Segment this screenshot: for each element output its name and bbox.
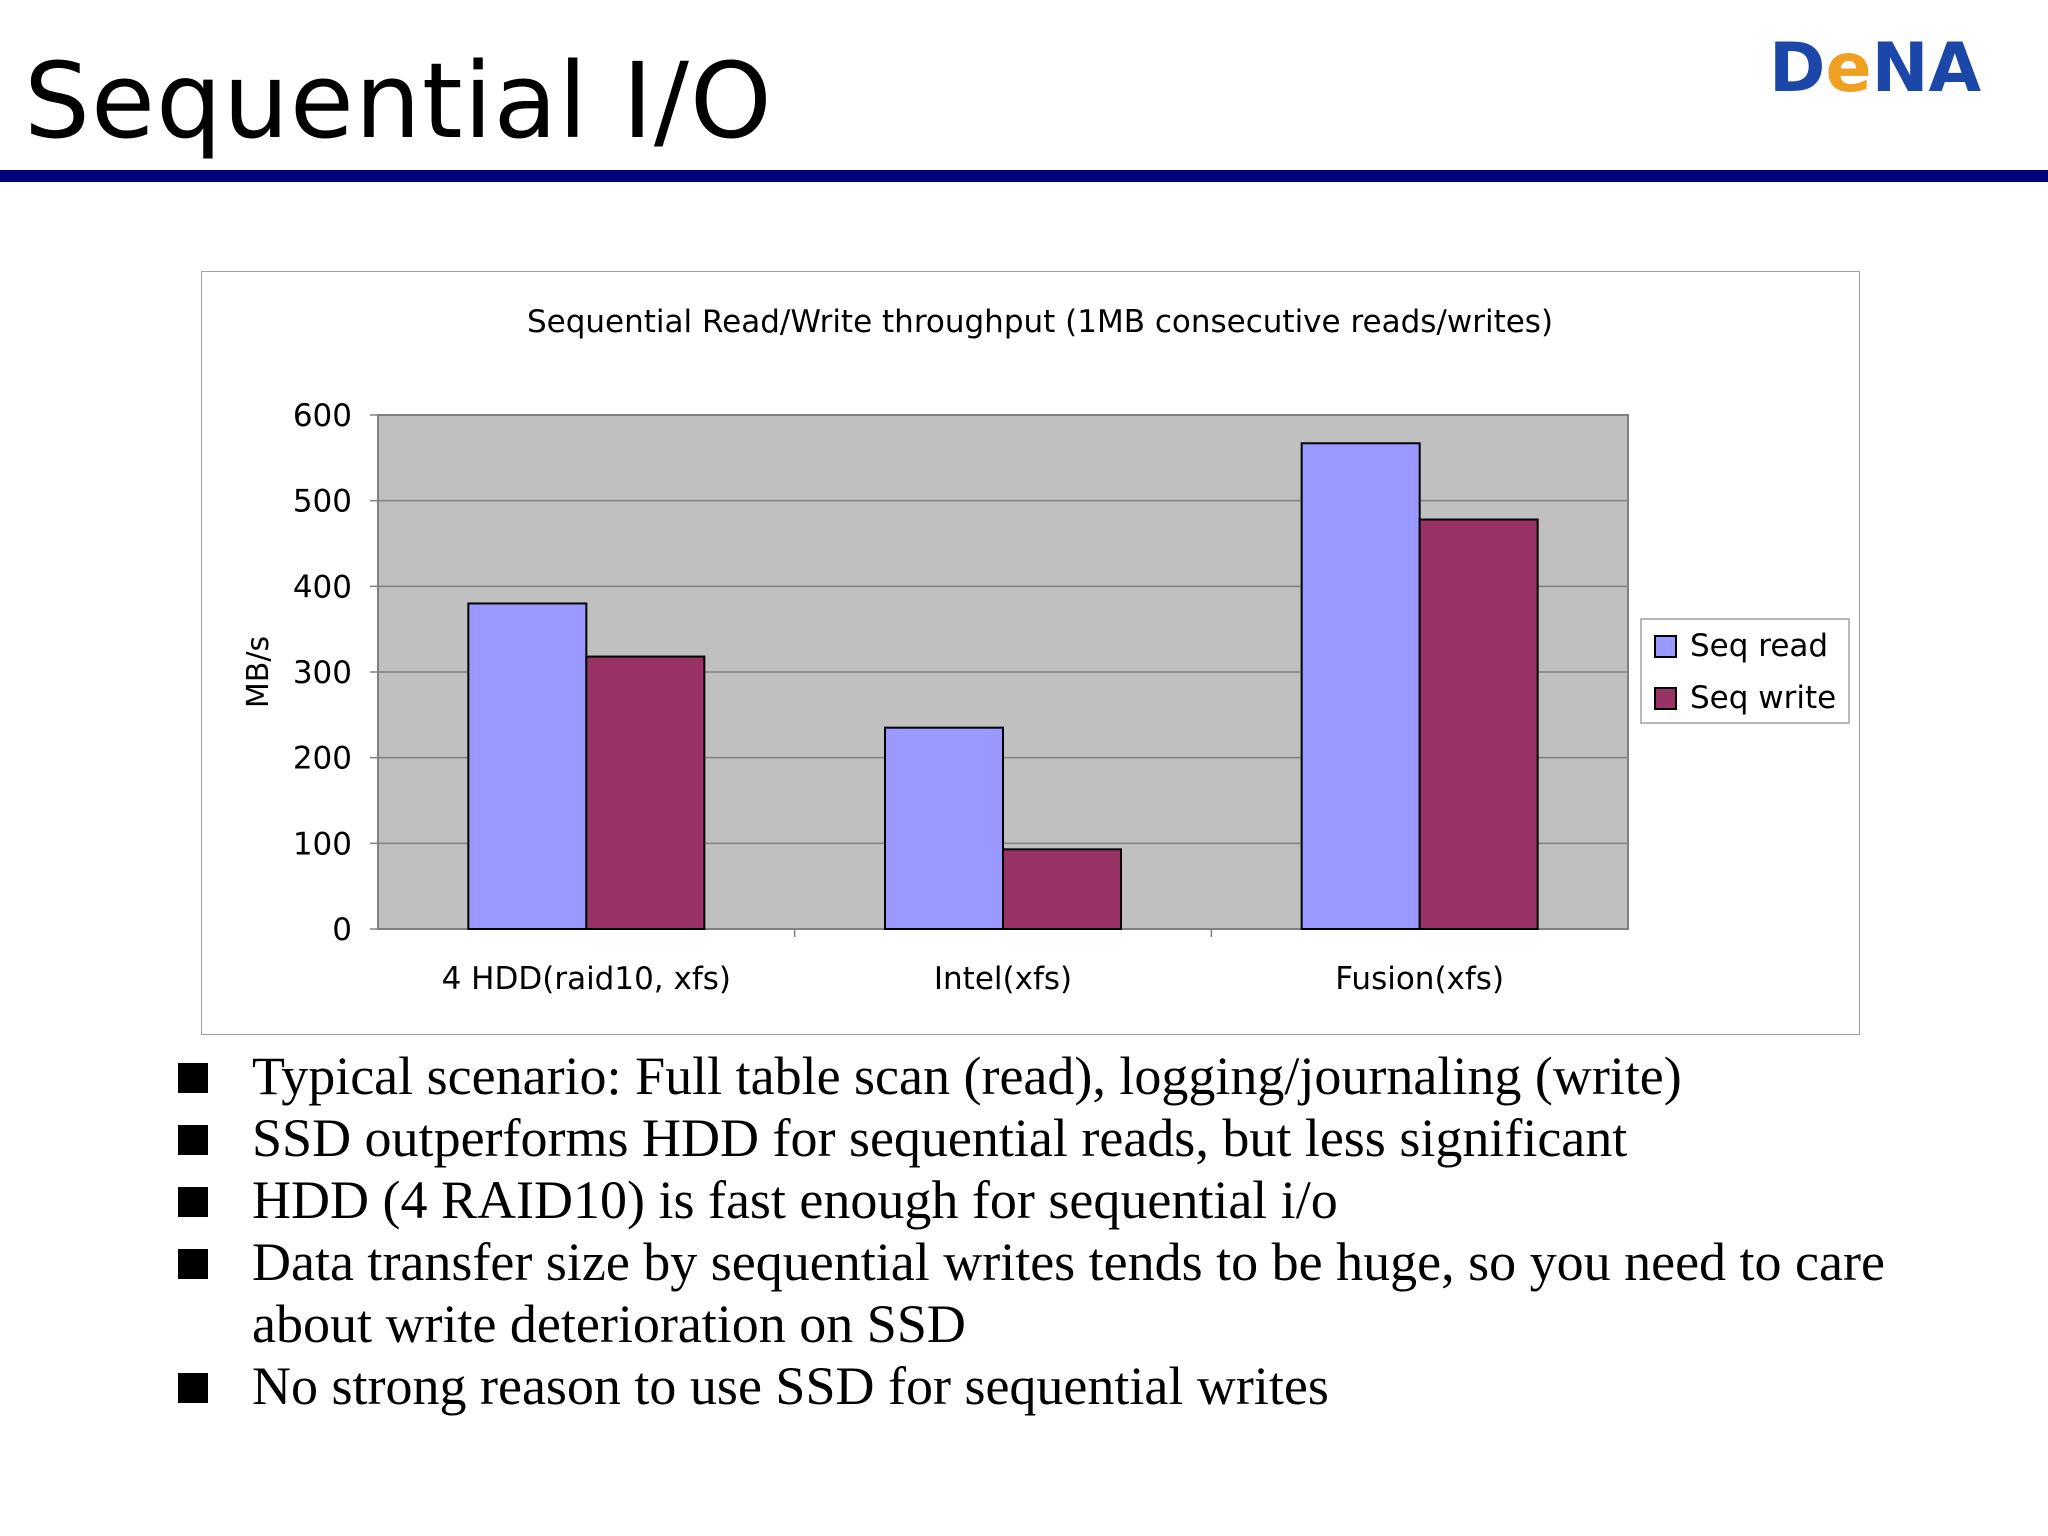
legend-label-seq-read: Seq read bbox=[1690, 628, 1828, 664]
slide-title: Sequential I/O bbox=[24, 40, 773, 162]
bullet-text: HDD (4 RAID10) is fast enough for sequen… bbox=[252, 1170, 1338, 1230]
y-tick-label: 0 bbox=[332, 912, 352, 948]
legend: Seq read Seq write bbox=[1640, 618, 1850, 724]
legend-swatch-seq-read bbox=[1654, 635, 1677, 658]
bar-seq-read bbox=[1300, 442, 1421, 931]
bullet-item: No strong reason to use SSD for sequenti… bbox=[178, 1355, 1998, 1417]
legend-swatch-seq-write bbox=[1654, 687, 1677, 710]
bullet-square-icon bbox=[178, 1373, 208, 1403]
chart-frame: Sequential Read/Write throughput (1MB co… bbox=[201, 271, 1860, 1035]
logo-letters: DeNA bbox=[1769, 29, 1981, 108]
bar-seq-write bbox=[1418, 518, 1539, 930]
bar-seq-read bbox=[884, 726, 1004, 930]
bullet-item: SSD outperforms HDD for sequential reads… bbox=[178, 1107, 1998, 1169]
chart-svg: Sequential Read/Write throughput (1MB co… bbox=[241, 304, 1850, 997]
bullet-text: No strong reason to use SSD for sequenti… bbox=[252, 1356, 1329, 1416]
bullet-square-icon bbox=[178, 1249, 208, 1279]
y-tick-label: 300 bbox=[293, 655, 352, 691]
bullet-square-icon bbox=[178, 1063, 208, 1093]
y-tick-label: 200 bbox=[293, 741, 352, 777]
logo-letter-d: D bbox=[1769, 29, 1825, 108]
x-tick-label: 4 HDD(raid10, xfs) bbox=[442, 961, 731, 997]
y-axis-ticks: 0 100 200 300 400 500 600 bbox=[293, 398, 378, 948]
legend-label-seq-write: Seq write bbox=[1690, 680, 1836, 716]
bullet-item: HDD (4 RAID10) is fast enough for sequen… bbox=[178, 1169, 1998, 1231]
title-rule bbox=[0, 170, 2048, 182]
y-tick-label: 100 bbox=[293, 826, 352, 862]
bullet-text: SSD outperforms HDD for sequential reads… bbox=[252, 1108, 1628, 1168]
bar-seq-write bbox=[1002, 848, 1122, 931]
y-tick-label: 600 bbox=[293, 398, 352, 434]
bullet-square-icon bbox=[178, 1187, 208, 1217]
bullet-list: Typical scenario: Full table scan (read)… bbox=[178, 1045, 1998, 1417]
y-axis-label: MB/s bbox=[241, 636, 276, 708]
bar-seq-read bbox=[467, 602, 588, 930]
x-tick-label: Fusion(xfs) bbox=[1335, 961, 1504, 997]
bullet-text: Typical scenario: Full table scan (read)… bbox=[252, 1046, 1682, 1106]
bullet-item: Data transfer size by sequential writes … bbox=[178, 1231, 1998, 1355]
bullet-text: Data transfer size by sequential writes … bbox=[252, 1232, 1885, 1354]
dena-logo: DeNA bbox=[1766, 16, 2036, 156]
logo-letter-e: e bbox=[1825, 29, 1871, 108]
chart-title: Sequential Read/Write throughput (1MB co… bbox=[527, 304, 1553, 340]
bullet-square-icon bbox=[178, 1125, 208, 1155]
bullet-item: Typical scenario: Full table scan (read)… bbox=[178, 1045, 1998, 1107]
logo-letter-na: NA bbox=[1872, 29, 1982, 108]
x-axis-labels: 4 HDD(raid10, xfs) Intel(xfs) Fusion(xfs) bbox=[442, 929, 1504, 997]
y-tick-label: 400 bbox=[293, 569, 352, 605]
x-tick-label: Intel(xfs) bbox=[934, 961, 1072, 997]
y-tick-label: 500 bbox=[293, 484, 352, 520]
bars bbox=[467, 442, 1539, 931]
bar-seq-write bbox=[585, 655, 706, 930]
